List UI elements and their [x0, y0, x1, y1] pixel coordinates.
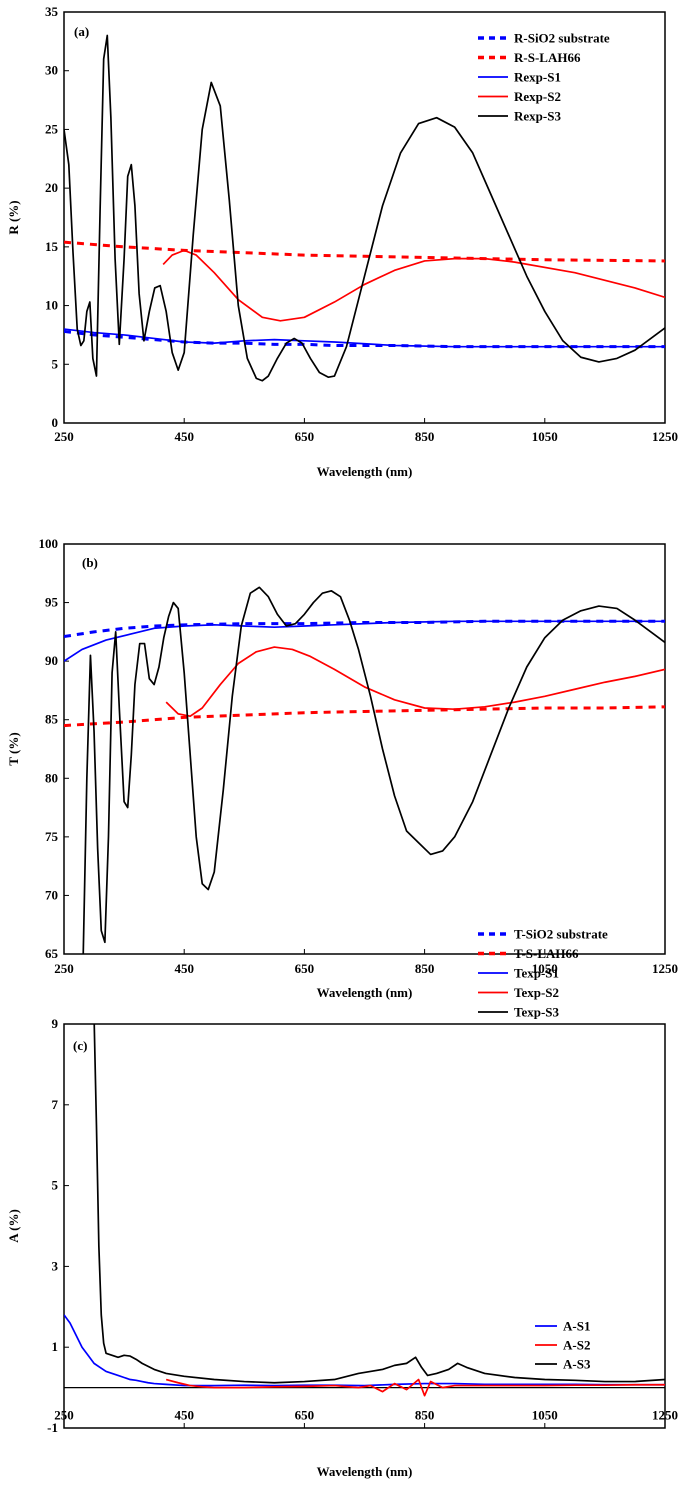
x-axis-label: Wavelength (nm): [317, 985, 413, 1000]
y-tick-label: -1: [47, 1420, 58, 1435]
legend-label: A-S3: [563, 1357, 591, 1372]
series-line-rexp-s2: [162, 249, 665, 322]
x-tick-label: 1250: [652, 961, 678, 976]
x-tick-label: 250: [54, 429, 74, 444]
y-tick-label: 80: [45, 770, 58, 785]
legend-label: T-SiO2 substrate: [514, 927, 608, 942]
panel-label: (c): [73, 1038, 87, 1053]
y-tick-label: 7: [52, 1097, 59, 1112]
y-tick-label: 1: [52, 1339, 59, 1354]
legend-label: Texp-S3: [514, 1005, 560, 1020]
plot-frame: [63, 11, 666, 424]
legend-label: A-S1: [563, 1319, 590, 1334]
y-tick-label: 75: [45, 829, 59, 844]
x-tick-label: 650: [295, 961, 315, 976]
legend: T-SiO2 substrate T-S-LAH66 Texp-S1 Texp-S2 T…: [478, 927, 608, 1020]
legend-label: Rexp-S3: [514, 109, 561, 124]
y-tick-label: 70: [45, 887, 58, 902]
y-axis-label: A (%): [6, 1209, 21, 1243]
y-tick-label: 5: [52, 356, 59, 371]
x-tick-label: 850: [415, 961, 435, 976]
reflectance-plot-area: 250 450 650 850 1050 1250 0 5 10 15 20 25 30 35 Wavele…: [6, 4, 678, 479]
series-line-r-s-lah66: [64, 240, 665, 263]
y-tick-label: 90: [45, 653, 58, 668]
x-tick-label: 450: [174, 961, 194, 976]
y-axis-label: R (%): [6, 200, 21, 234]
plot-frame: [63, 1023, 666, 1429]
series-line-a-s3: [93, 1024, 665, 1384]
y-tick-label: 15: [45, 239, 59, 254]
panel-label: (a): [74, 24, 89, 39]
plot-frame: [63, 543, 666, 955]
series-line-texp-s3: [82, 586, 665, 954]
panel-label: (b): [82, 555, 98, 570]
legend-label: R-SiO2 substrate: [514, 31, 610, 46]
y-axis-label: T (%): [6, 732, 21, 765]
y-tick-label: 25: [45, 121, 59, 136]
series-line-texp-s1: [64, 620, 665, 662]
x-tick-label: 250: [54, 961, 74, 976]
y-tick-label: 20: [45, 180, 58, 195]
legend-label: T-S-LAH66: [514, 946, 579, 961]
x-tick-label: 650: [295, 429, 315, 444]
x-tick-label: 1250: [652, 1408, 678, 1423]
y-tick-label: 0: [52, 415, 59, 430]
y-tick-label: 65: [45, 946, 59, 961]
y-tick-label: 9: [52, 1016, 59, 1031]
legend: R-SiO2 substrate R-S-LAH66 Rexp-S1 Rexp-S2 R…: [478, 31, 610, 124]
y-tick-label: 95: [45, 595, 59, 610]
y-tick-label: 35: [45, 4, 59, 19]
x-tick-label: 1050: [532, 429, 558, 444]
absorbance-plot-area: 250 450 650 850 1050 1250 -1 1 3 5 7 9 Wavelength (n…: [6, 1016, 678, 1479]
y-tick-label: 3: [52, 1258, 59, 1273]
legend-label: Texp-S2: [514, 985, 559, 1000]
y-tick-label: 10: [45, 298, 58, 313]
x-axis-label: Wavelength (nm): [317, 1464, 413, 1479]
x-tick-label: 850: [415, 1408, 435, 1423]
legend: A-S1 A-S2 A-S3: [535, 1319, 591, 1372]
x-tick-label: 450: [174, 429, 194, 444]
y-tick-label: 85: [45, 712, 59, 727]
legend-label: R-S-LAH66: [514, 50, 581, 65]
series-line-rexp-s3: [64, 34, 665, 382]
series-line-a-s1: [64, 1314, 665, 1387]
legend-label: Rexp-S1: [514, 70, 561, 85]
x-tick-label: 650: [295, 1408, 315, 1423]
x-tick-label: 1050: [532, 1408, 558, 1423]
transmittance-chart: 250 450 650 850 1050 1250 65 70 75 80 85 90 95 100 Wav…: [6, 536, 678, 1020]
legend-label: Texp-S1: [514, 966, 559, 981]
x-tick-label: 1050: [532, 961, 558, 976]
series-line-rexp-s1: [64, 328, 665, 348]
series-line-a-s2: [165, 1378, 665, 1397]
x-axis-label: Wavelength (nm): [317, 464, 413, 479]
series-line-t-s-lah66: [64, 705, 665, 728]
reflectance-chart: 250 450 650 850 1050 1250 0 5 10 15 20 25 30 35 Wavele…: [6, 4, 678, 479]
series-line-texp-s2: [165, 646, 665, 718]
legend-label: Rexp-S2: [514, 89, 561, 104]
y-tick-label: 100: [39, 536, 59, 551]
x-tick-label: 1250: [652, 429, 678, 444]
x-tick-label: 850: [415, 429, 435, 444]
y-tick-label: 5: [52, 1178, 59, 1193]
y-tick-label: 30: [45, 63, 58, 78]
transmittance-plot-area: 250 450 650 850 1050 1250 65 70 75 80 85 90 95 100 Wav…: [6, 536, 678, 1020]
absorbance-chart: 250 450 650 850 1050 1250 -1 1 3 5 7 9 Wavelength (n…: [6, 1016, 678, 1479]
legend-label: A-S2: [563, 1338, 590, 1353]
x-tick-label: 250: [54, 1408, 74, 1423]
x-tick-label: 450: [174, 1408, 194, 1423]
